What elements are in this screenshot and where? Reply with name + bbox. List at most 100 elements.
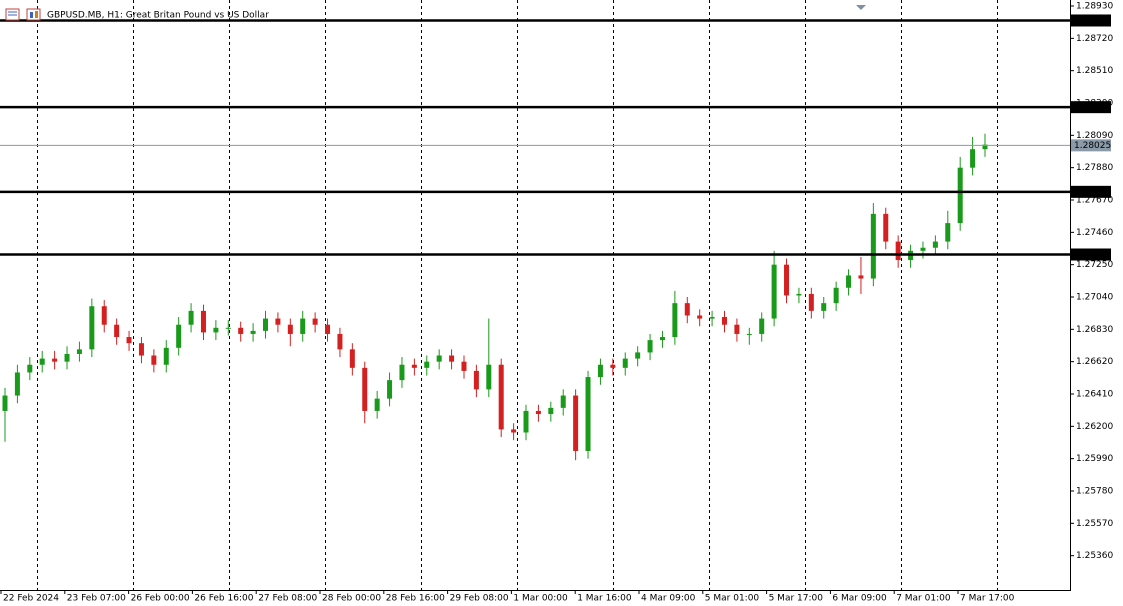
x-tick-label: 27 Feb 08:00 xyxy=(258,594,317,604)
y-tick-label: 1.28510 xyxy=(1076,66,1113,76)
candle-body xyxy=(523,410,529,433)
candle-body xyxy=(275,318,281,325)
level-tag xyxy=(1071,248,1111,261)
y-tick-label: 1.27460 xyxy=(1076,228,1113,238)
current-price-label: 1.28025 xyxy=(1074,141,1111,151)
x-tick-label: 22 Feb 2024 xyxy=(3,594,59,604)
level-tag xyxy=(1071,185,1111,198)
candle-body xyxy=(287,324,293,334)
level-label: 1.28273 xyxy=(1074,103,1111,113)
candle-body xyxy=(52,358,58,362)
candle-body xyxy=(151,355,157,365)
x-tick-label: 26 Feb 00:00 xyxy=(131,594,190,604)
candle-body xyxy=(449,355,455,362)
y-tick-label: 1.25780 xyxy=(1076,486,1113,496)
y-tick-label: 1.25570 xyxy=(1076,519,1113,529)
candle-body xyxy=(957,167,963,224)
candle-body xyxy=(349,349,355,368)
y-tick-label: 1.25360 xyxy=(1076,551,1113,561)
candle-body xyxy=(622,358,628,368)
candle-body xyxy=(610,364,616,368)
candle-body xyxy=(337,333,343,350)
candle-body xyxy=(746,333,752,335)
candle-body xyxy=(697,315,703,319)
candle-body xyxy=(27,364,33,373)
y-tick-label: 1.26830 xyxy=(1076,325,1113,335)
candle-body xyxy=(833,287,839,304)
y-tick-label: 1.27250 xyxy=(1076,260,1113,270)
y-tick-label: 1.28090 xyxy=(1076,131,1113,141)
candle-body xyxy=(114,324,120,338)
candle-body xyxy=(721,317,727,325)
candle-body xyxy=(213,327,219,333)
level-tag xyxy=(1071,14,1111,27)
candle-body xyxy=(163,347,169,365)
current-price-tag xyxy=(1071,139,1111,152)
candle-body xyxy=(982,144,988,150)
candle-body xyxy=(14,372,20,396)
candle-body xyxy=(573,395,579,451)
y-tick-label: 1.27880 xyxy=(1076,163,1113,173)
candle-body xyxy=(883,213,889,242)
candle-body xyxy=(858,275,864,279)
icon-bar xyxy=(30,12,33,18)
candle-body xyxy=(76,349,82,354)
y-tick-label: 1.25990 xyxy=(1076,454,1113,464)
x-tick-label: 5 Mar 01:00 xyxy=(705,594,760,604)
x-tick-label: 4 Mar 09:00 xyxy=(641,594,696,604)
x-tick-label: 29 Feb 08:00 xyxy=(450,594,509,604)
candle-body xyxy=(585,377,591,451)
candle-body xyxy=(39,358,45,365)
candle-body xyxy=(399,364,405,381)
candle-body xyxy=(312,318,318,325)
toolbar-icons xyxy=(5,8,41,21)
x-tick-label: 1 Mar 16:00 xyxy=(577,594,632,604)
candles xyxy=(2,133,988,461)
candle-body xyxy=(138,343,144,356)
candle-body xyxy=(250,330,256,334)
y-tick-label: 1.28720 xyxy=(1076,34,1113,44)
candle-body xyxy=(659,337,665,341)
icon[interactable] xyxy=(26,8,41,21)
candle-body xyxy=(511,429,517,433)
candle-body xyxy=(684,303,690,316)
candle-body xyxy=(486,364,492,390)
candle-body xyxy=(895,241,901,261)
candle-body xyxy=(89,306,95,350)
candle-body xyxy=(325,324,331,334)
x-tick-label: 5 Mar 17:00 xyxy=(769,594,824,604)
candle-body xyxy=(932,241,938,248)
candle-body xyxy=(411,364,417,368)
candle-body xyxy=(709,317,715,319)
candle-body xyxy=(300,318,306,334)
candle-body xyxy=(535,410,541,415)
candle-body xyxy=(200,310,206,333)
candle-body xyxy=(945,223,951,242)
x-tick-label: 7 Mar 01:00 xyxy=(896,594,951,604)
level-tag xyxy=(1071,101,1111,114)
candle-body xyxy=(759,318,765,334)
scroll-marker xyxy=(856,5,866,10)
candle-body xyxy=(176,324,182,348)
candle-body xyxy=(461,361,467,371)
candle-body xyxy=(436,355,442,362)
x-tick-label: 26 Feb 16:00 xyxy=(194,594,253,604)
candle-body xyxy=(821,303,827,311)
candle-body xyxy=(424,361,430,368)
level-label: 1.28836 xyxy=(1074,16,1111,26)
candle-body xyxy=(597,364,603,378)
candle-body xyxy=(808,293,814,311)
candle-body xyxy=(784,264,790,296)
candle-body xyxy=(672,303,678,338)
candle-body xyxy=(734,324,740,334)
candle-body xyxy=(473,370,479,390)
candle-body xyxy=(548,407,554,415)
candle-body xyxy=(225,327,231,329)
x-tick-label: 23 Feb 07:00 xyxy=(67,594,126,604)
candle-body xyxy=(970,149,976,168)
level-label: 1.27316 xyxy=(1074,250,1111,260)
candle-body xyxy=(64,353,70,362)
